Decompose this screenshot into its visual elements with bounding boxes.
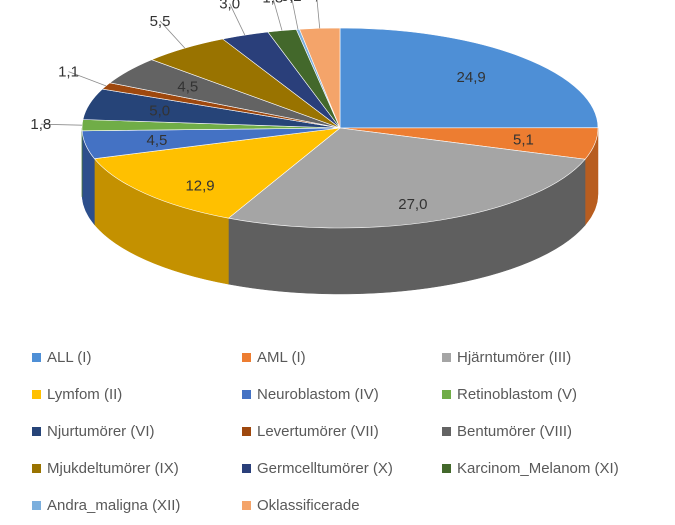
legend-swatch bbox=[32, 352, 41, 362]
legend-item: Retinoblastom (V) bbox=[442, 383, 577, 405]
legend-label: Retinoblastom (V) bbox=[457, 385, 578, 403]
pie-sides bbox=[81, 127, 599, 295]
legend-label: Germcelltumörer (X) bbox=[257, 459, 393, 477]
data-label-7: 1,1 bbox=[58, 64, 79, 81]
legend-label: AML (I) bbox=[257, 348, 306, 366]
legend-swatch bbox=[442, 389, 451, 399]
data-label-2: 27,0 bbox=[398, 196, 427, 213]
legend-swatch bbox=[242, 352, 251, 362]
data-label-12: 0,2 bbox=[281, 0, 302, 5]
legend-swatch bbox=[242, 500, 251, 510]
pie-slice-3 bbox=[93, 127, 342, 219]
legend-label: Karcinom_Melanom (XI) bbox=[457, 459, 619, 477]
data-label-5: 1,8 bbox=[30, 116, 51, 133]
legend-swatch bbox=[242, 463, 251, 473]
legend-swatch bbox=[32, 463, 41, 473]
legend-label: Bentumörer (VIII) bbox=[457, 422, 573, 440]
legend-item: Lymfom (II) bbox=[32, 383, 122, 405]
leader-line-5 bbox=[40, 123, 83, 126]
legend-label: Njurtumörer (VI) bbox=[47, 422, 155, 440]
legend-swatch bbox=[32, 500, 41, 510]
legend-label: Mjukdeltumörer (IX) bbox=[47, 459, 179, 477]
legend-item: Germcelltumörer (X) bbox=[242, 457, 393, 479]
legend-item: Njurtumörer (VI) bbox=[32, 420, 155, 442]
legend-item: Oklassificerade bbox=[242, 494, 360, 516]
leader-line-11 bbox=[273, 0, 283, 31]
data-label-10: 3,0 bbox=[219, 0, 240, 12]
legend-item: Hjärntumörer (III) bbox=[442, 346, 571, 368]
legend-swatch bbox=[442, 426, 451, 436]
legend-item: AML (I) bbox=[242, 346, 306, 368]
leader-line-13 bbox=[316, 0, 321, 29]
legend-item: Levertumörer (VII) bbox=[242, 420, 379, 442]
legend-item: ALL (I) bbox=[32, 346, 91, 368]
legend-swatch bbox=[32, 426, 41, 436]
leader-line-12 bbox=[291, 0, 299, 30]
legend-item: Neuroblastom (IV) bbox=[242, 383, 379, 405]
legend-label: Lymfom (II) bbox=[47, 385, 123, 403]
leader-line-10 bbox=[229, 3, 246, 36]
legend-swatch bbox=[32, 389, 41, 399]
legend-swatch bbox=[442, 463, 451, 473]
pie-chart: 24,95,127,012,94,51,85,01,14,55,53,01,80… bbox=[30, 0, 599, 295]
leader-line-7 bbox=[68, 71, 107, 87]
pie-tops bbox=[81, 27, 599, 229]
legend-label: Oklassificerade bbox=[257, 496, 360, 514]
data-label-3: 12,9 bbox=[185, 177, 214, 194]
data-label-11: 1,8 bbox=[262, 0, 283, 6]
legend-swatch bbox=[242, 426, 251, 436]
data-label-0: 24,9 bbox=[457, 69, 486, 86]
data-label-6: 5,0 bbox=[149, 103, 170, 120]
data-label-8: 4,5 bbox=[177, 79, 198, 96]
legend-swatch bbox=[442, 352, 451, 362]
pie-slice-0 bbox=[339, 27, 599, 129]
pie-slice-13 bbox=[299, 27, 341, 129]
legend-item: Bentumörer (VIII) bbox=[442, 420, 572, 442]
data-label-1: 5,1 bbox=[513, 131, 534, 148]
legend-label: Andra_maligna (XII) bbox=[47, 496, 181, 514]
legend-label: ALL (I) bbox=[47, 348, 92, 366]
legend-label: Levertumörer (VII) bbox=[257, 422, 379, 440]
pie-slice-2 bbox=[227, 127, 586, 229]
legend-label: Hjärntumörer (III) bbox=[457, 348, 572, 366]
leader-line-9 bbox=[159, 20, 186, 49]
legend-swatch bbox=[242, 389, 251, 399]
legend-item: Andra_maligna (XII) bbox=[32, 494, 180, 516]
data-label-4: 4,5 bbox=[146, 132, 167, 149]
data-label-9: 5,5 bbox=[150, 13, 171, 30]
data-label-13: 2,5 bbox=[306, 0, 327, 3]
data-labels: 24,95,127,012,94,51,85,01,14,55,53,01,80… bbox=[30, 0, 533, 213]
legend-item: Mjukdeltumörer (IX) bbox=[32, 457, 179, 479]
legend-item: Karcinom_Melanom (XI) bbox=[442, 457, 619, 479]
legend-label: Neuroblastom (IV) bbox=[257, 385, 379, 403]
leader-lines bbox=[40, 0, 321, 126]
